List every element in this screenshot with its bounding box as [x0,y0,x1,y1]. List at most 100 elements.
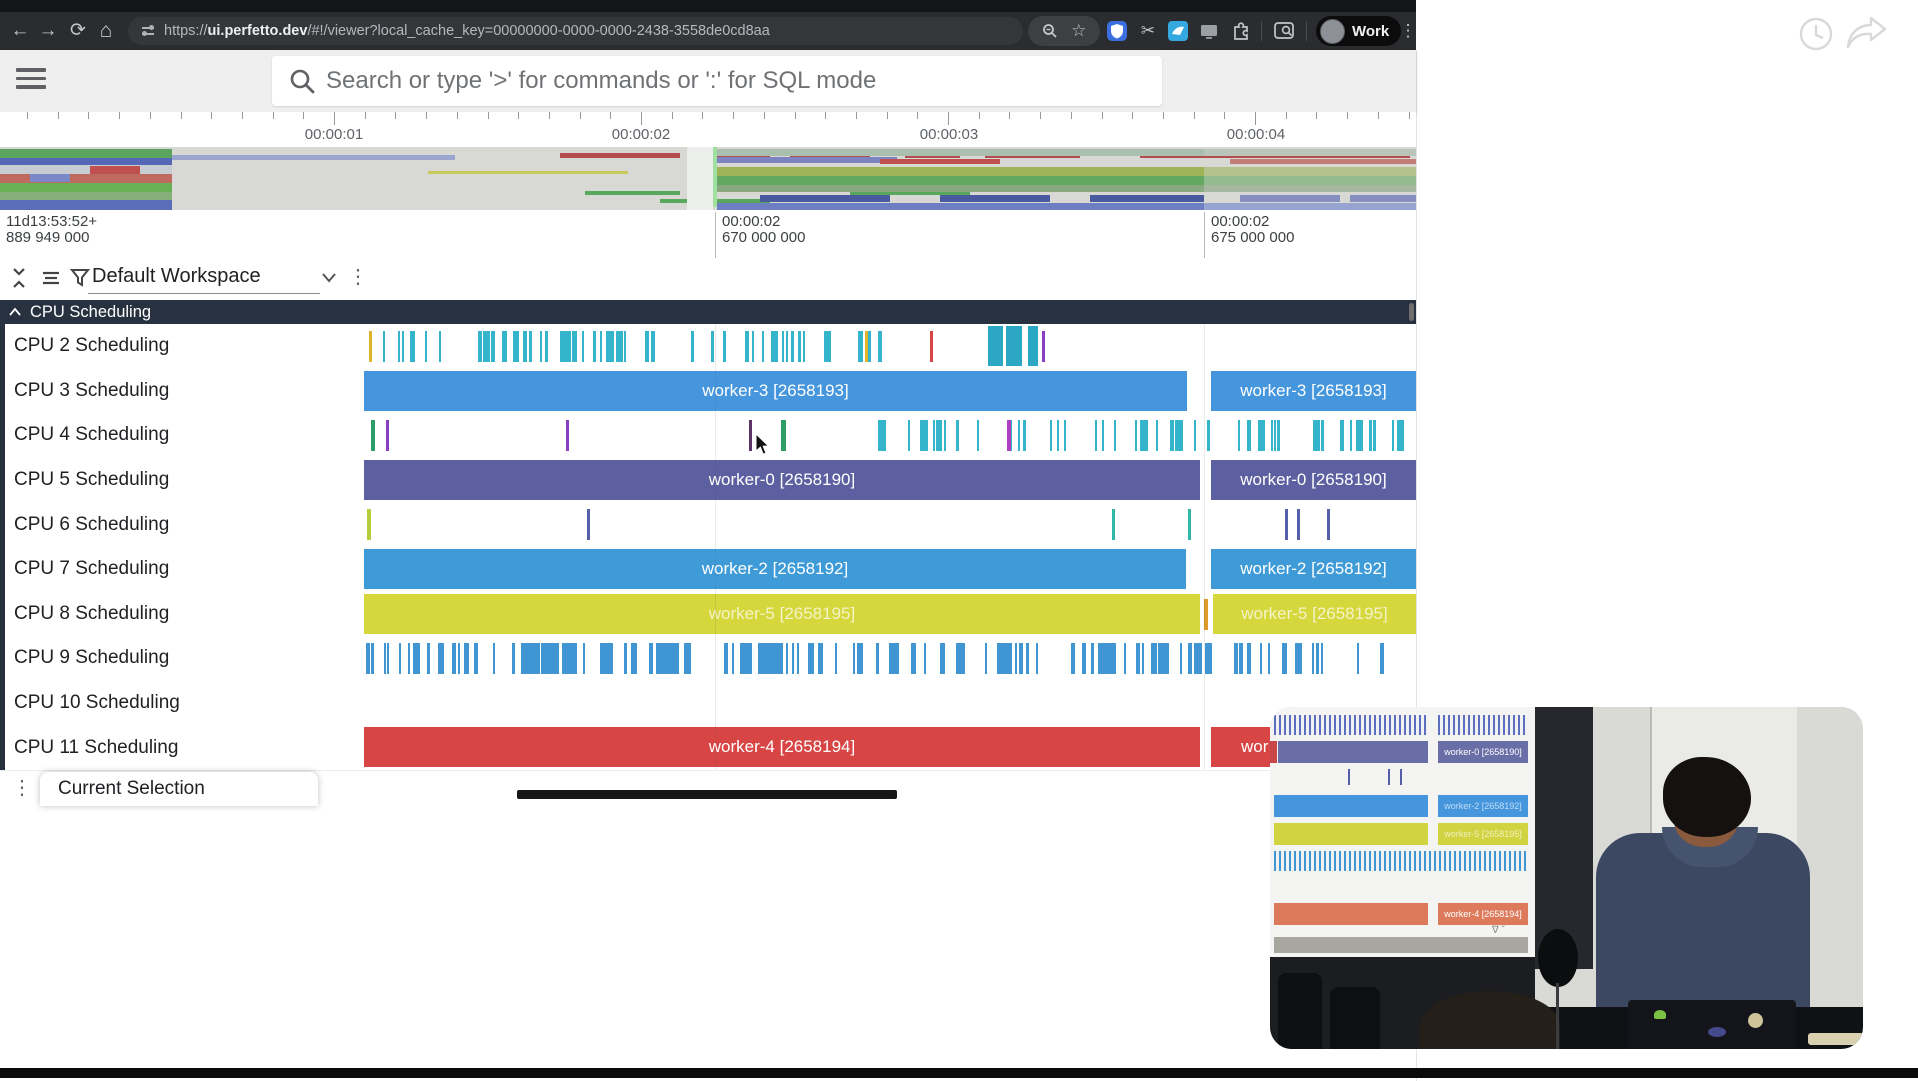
sched-tick[interactable] [623,331,626,362]
sched-tick[interactable] [483,331,490,362]
sched-tick[interactable] [368,643,371,675]
sched-tick[interactable] [512,643,516,675]
sched-tick[interactable] [1277,420,1281,452]
sched-tick[interactable] [473,643,478,675]
sched-tick[interactable] [921,420,927,452]
track-label[interactable]: CPU 9 Scheduling [14,647,170,669]
track-label[interactable]: CPU 5 Scheduling [14,469,170,491]
sched-tick[interactable] [944,420,947,452]
sched-tick[interactable] [1368,420,1372,452]
sched-tick[interactable] [583,643,586,675]
sched-tick[interactable] [1206,420,1209,452]
sched-tick[interactable] [544,331,548,362]
extension-blue-icon[interactable] [1167,20,1189,42]
sched-tick[interactable] [747,643,753,675]
sched-tick[interactable] [575,331,578,362]
sched-tick[interactable] [1018,420,1021,452]
sched-tick[interactable] [1297,643,1303,675]
sched-tick[interactable] [1246,643,1251,675]
sched-tick[interactable] [1284,643,1287,675]
sched-tick[interactable] [977,420,979,452]
sched-tick[interactable] [514,331,517,362]
sched-tick[interactable] [426,643,430,675]
sched-tick[interactable] [652,331,655,362]
sched-tick[interactable] [1257,420,1261,452]
sched-tick[interactable] [878,420,880,452]
sched-tick[interactable] [1316,643,1319,675]
sched-tick[interactable] [1015,643,1017,675]
sched-tick[interactable] [933,420,936,452]
track-label[interactable]: CPU 4 Scheduling [14,424,170,446]
sched-tick[interactable] [1056,420,1059,452]
sched-tick[interactable] [1379,643,1383,675]
sched-tick[interactable] [463,643,469,675]
sched-tick[interactable] [415,643,418,675]
sched-tick[interactable] [667,643,679,675]
back-icon[interactable]: ← [10,20,30,41]
sched-tick[interactable] [605,331,611,362]
sched-tick[interactable] [857,643,860,675]
sched-tick[interactable] [781,420,786,452]
sched-tick[interactable] [541,643,546,675]
sched-tick[interactable] [372,643,375,675]
forward-icon[interactable]: → [38,20,58,41]
sched-tick[interactable] [572,331,576,362]
sched-tick[interactable] [778,643,783,675]
sched-tick[interactable] [1112,509,1115,541]
sched-tick[interactable] [1259,643,1262,675]
sched-tick[interactable] [1339,420,1344,452]
track-label[interactable]: CPU 7 Scheduling [14,558,170,580]
sched-tick[interactable] [371,420,375,452]
extension-shield-icon[interactable] [1106,20,1128,42]
extension-cast-icon[interactable] [1198,20,1220,42]
sched-tick[interactable] [1207,420,1210,452]
sched-tick[interactable] [1136,643,1141,675]
sched-slice[interactable] [1028,326,1038,366]
sched-tick[interactable] [745,331,748,362]
sched-tick[interactable] [1391,420,1394,452]
sched-tick[interactable] [1285,509,1288,541]
search-input[interactable] [324,66,1128,96]
sched-tick[interactable] [412,331,415,362]
sched-tick[interactable] [877,331,880,362]
sched-tick[interactable] [1208,643,1212,675]
sched-tick[interactable] [1141,643,1144,675]
sched-slice[interactable]: worker-2 [2658192] [364,549,1186,589]
sched-tick[interactable] [574,643,577,675]
sched-tick[interactable] [687,643,692,675]
sched-tick[interactable] [1151,643,1157,675]
sched-tick[interactable] [511,643,514,675]
sched-tick[interactable] [1233,643,1238,675]
sched-tick[interactable] [530,331,533,362]
sched-tick[interactable] [599,331,602,362]
sched-tick[interactable] [659,643,666,675]
track-label[interactable]: CPU 8 Scheduling [14,602,170,624]
sched-tick[interactable] [1358,420,1363,452]
sched-tick[interactable] [545,643,559,675]
sched-tick[interactable] [1156,420,1159,452]
sched-tick[interactable] [491,331,493,362]
sched-tick[interactable] [1320,643,1323,675]
sched-tick[interactable] [958,643,963,675]
sched-tick[interactable] [880,420,885,452]
sched-tick[interactable] [772,643,783,675]
sched-tick[interactable] [791,331,795,362]
sched-tick[interactable] [1143,420,1149,452]
sched-tick[interactable] [582,331,585,362]
sched-tick[interactable] [1007,420,1011,452]
sched-tick[interactable] [529,331,532,362]
sched-tick[interactable] [1239,643,1242,675]
sched-tick[interactable] [997,643,1013,675]
sched-tick[interactable] [624,643,627,675]
track-label[interactable]: CPU 10 Scheduling [14,692,180,714]
sched-tick[interactable] [797,331,801,362]
sched-tick[interactable] [620,331,623,362]
sched-tick[interactable] [398,331,401,362]
collapse-tracks-icon[interactable] [10,267,28,289]
sched-tick[interactable] [1022,420,1025,452]
sched-tick[interactable] [1270,420,1273,452]
sched-tick[interactable] [457,643,460,675]
watch-later-icon[interactable] [1798,16,1834,52]
sched-slice[interactable] [1006,326,1022,366]
sched-tick[interactable] [1094,420,1097,452]
